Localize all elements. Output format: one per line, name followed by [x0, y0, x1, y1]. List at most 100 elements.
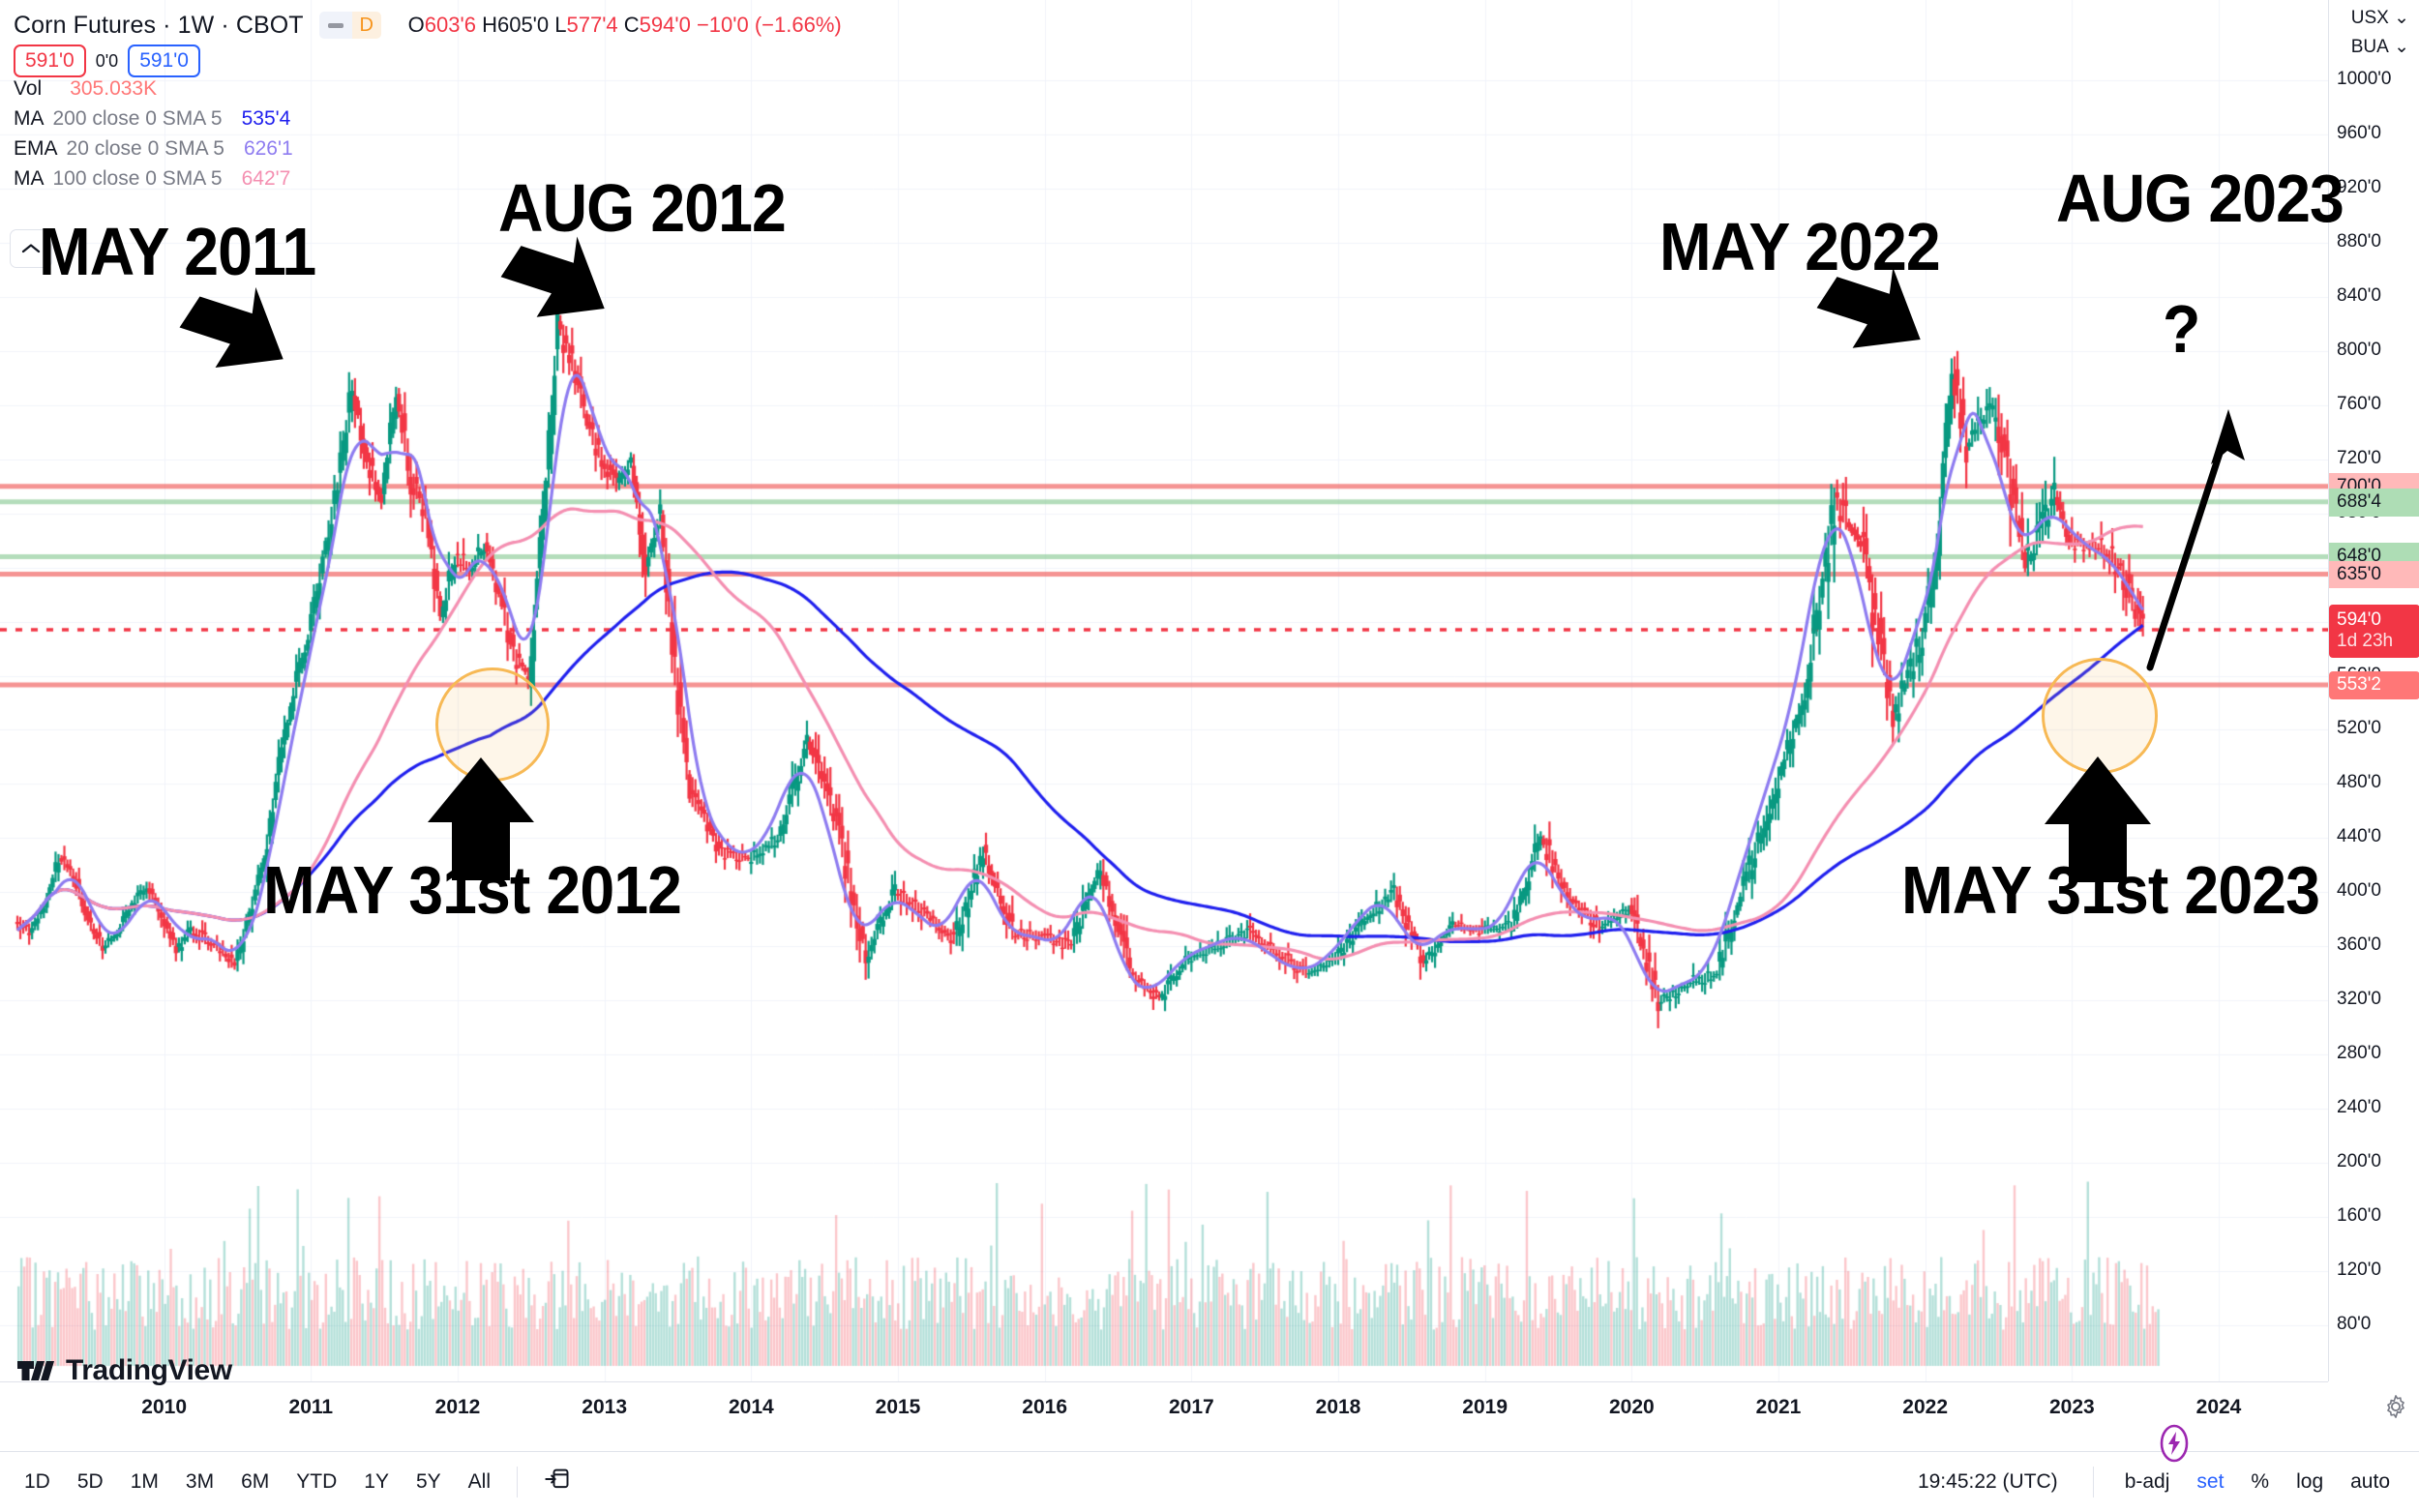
time-label: 2017: [1168, 1396, 1214, 1418]
indicator-row[interactable]: Vol 305.033K: [14, 77, 842, 107]
price-unit-label[interactable]: USX ⌄: [2350, 8, 2409, 28]
price-tick: 160'0: [2337, 1205, 2381, 1227]
time-label: 2011: [288, 1396, 334, 1418]
chart-pane[interactable]: [0, 0, 2328, 1381]
bid-pill[interactable]: 591'0: [14, 44, 86, 77]
alert-bolt-icon[interactable]: [2158, 1424, 2191, 1468]
annotation-may-2022: MAY 2022: [1659, 209, 1941, 284]
change-percent: (−1.66%): [754, 13, 842, 37]
time-label: 2012: [434, 1396, 481, 1418]
price-tick: 200'0: [2337, 1151, 2381, 1172]
scale-tools: b-adj set% log auto: [2113, 1465, 2402, 1499]
indicator-value: 305.033K: [70, 77, 158, 100]
open-value: 603'6: [424, 13, 476, 37]
price-tick: 960'0: [2337, 122, 2381, 143]
time-label: 2014: [728, 1396, 774, 1418]
price-tick: 280'0: [2337, 1043, 2381, 1064]
indicator-value: 642'7: [241, 167, 291, 190]
indicator-args: 20 close 0 SMA 5: [66, 137, 224, 160]
price-badge[interactable]: 553'2: [2329, 671, 2419, 699]
tool-button-set[interactable]: set: [2196, 1470, 2225, 1493]
highlight-circle-2023: [2042, 658, 2158, 774]
chart-settings-button[interactable]: [2382, 1393, 2409, 1425]
symbol-title[interactable]: Corn Futures · 1W · CBOT: [14, 11, 304, 39]
price-badge-countdown: 1d 23h: [2337, 631, 2394, 652]
chevron-down-icon: ⌄: [2394, 37, 2409, 57]
annotation-may-2011: MAY 2011: [39, 214, 316, 289]
range-button-5y[interactable]: 5Y: [415, 1470, 441, 1493]
annotation-may-31-2012: MAY 31st 2012: [263, 852, 682, 928]
price-badge[interactable]: 594'0 1d 23h: [2329, 604, 2419, 658]
tradingview-wordmark: TradingView: [66, 1354, 232, 1386]
price-currency-label[interactable]: BUA ⌄: [2350, 37, 2409, 57]
annotation-may-31-2023: MAY 31st 2023: [1901, 852, 2320, 928]
tool-button-auto[interactable]: auto: [2350, 1470, 2390, 1493]
time-label: 2023: [2048, 1396, 2095, 1418]
interval-letter[interactable]: D: [351, 12, 381, 39]
calendar-range-icon[interactable]: [533, 1460, 582, 1504]
change-value: −10'0: [696, 13, 749, 37]
chart-canvas[interactable]: [0, 0, 2328, 1381]
price-tick: 80'0: [2337, 1314, 2372, 1335]
price-tick: 400'0: [2337, 880, 2381, 902]
indicator-args: 100 close 0 SMA 5: [52, 167, 223, 190]
range-button-1d[interactable]: 1D: [24, 1470, 50, 1493]
price-badge-value: 594'0: [2337, 608, 2381, 630]
indicator-list: Vol 305.033K MA 200 close 0 SMA 5 535'4 EMA 20…: [14, 77, 842, 197]
tool-button-badj[interactable]: b-adj: [2124, 1470, 2170, 1493]
right-toolbar: 19:45:22 (UTC) b-adj set% log auto: [1902, 1465, 2419, 1499]
time-label: 2013: [582, 1396, 628, 1418]
ohlc-values: O603'6 H605'0 L577'4 C594'0 −10'0 (−1.66…: [408, 13, 842, 38]
range-button-5d[interactable]: 5D: [76, 1470, 104, 1493]
bottom-toolbar: 1D 5D 1M 3M 6M YTD 1Y 5Y All 19:45:22 (UTC) b-ad…: [0, 1451, 2419, 1512]
price-badge[interactable]: 688'4: [2329, 489, 2419, 517]
time-axis[interactable]: 2010 2011 2012 2013 2014 2015 2016 2017 2018 2019…: [0, 1381, 2328, 1436]
tradingview-watermark: TradingView: [17, 1354, 232, 1387]
chevron-up-icon: [21, 244, 41, 253]
price-tick: 840'0: [2337, 284, 2381, 306]
chart-legend: Corn Futures · 1W · CBOT D O603'6 H605'0…: [14, 8, 842, 197]
interval-badge[interactable]: D: [318, 12, 381, 39]
price-tick: 240'0: [2337, 1097, 2381, 1118]
time-label: 2019: [1462, 1396, 1508, 1418]
time-label: 2016: [1022, 1396, 1068, 1418]
price-tick: 800'0: [2337, 339, 2381, 360]
range-button-1y[interactable]: 1Y: [364, 1470, 389, 1493]
price-tick: 760'0: [2337, 393, 2381, 414]
range-button-3m[interactable]: 3M: [185, 1470, 215, 1493]
range-button-ytd[interactable]: YTD: [296, 1470, 338, 1493]
toolbar-divider-2: [2092, 1467, 2094, 1497]
ask-pill[interactable]: 591'0: [128, 44, 200, 77]
indicator-value: 535'4: [241, 107, 291, 130]
time-label: 2021: [1755, 1396, 1802, 1418]
low-value: 577'4: [566, 13, 618, 37]
tool-button-log[interactable]: log: [2296, 1470, 2324, 1493]
indicator-row[interactable]: EMA 20 close 0 SMA 5 626'1: [14, 137, 842, 167]
price-tick: 880'0: [2337, 230, 2381, 252]
range-button-all[interactable]: All: [467, 1470, 491, 1493]
tool-button-[interactable]: %: [2251, 1470, 2270, 1493]
bar-style-icon[interactable]: [318, 12, 352, 39]
session-clock[interactable]: 19:45:22 (UTC): [1917, 1470, 2058, 1493]
annotation-aug-2023: AUG 2023: [2056, 161, 2344, 236]
legend-collapse-button[interactable]: [10, 229, 52, 268]
time-label: 2022: [1902, 1396, 1949, 1418]
indicator-row[interactable]: MA 200 close 0 SMA 5 535'4: [14, 107, 842, 137]
price-tick: 360'0: [2337, 934, 2381, 956]
price-badge[interactable]: 635'0: [2329, 560, 2419, 588]
range-button-1m[interactable]: 1M: [130, 1470, 159, 1493]
chevron-down-icon: ⌄: [2394, 8, 2409, 28]
indicator-name: EMA: [14, 137, 58, 160]
spread-pill-row: 591'0 0'0 591'0: [14, 44, 842, 77]
range-button-6m[interactable]: 6M: [241, 1470, 270, 1493]
indicator-name: MA: [14, 107, 45, 130]
price-tick: 520'0: [2337, 718, 2381, 739]
indicator-row[interactable]: MA 100 close 0 SMA 5 642'7: [14, 167, 842, 197]
time-label: 2018: [1315, 1396, 1361, 1418]
price-axis[interactable]: USX ⌄ BUA ⌄ 1000'0 960'0 920'0 880'0 840'0 80…: [2328, 0, 2419, 1381]
time-label: 2010: [141, 1396, 188, 1418]
annotation-question-mark: ?: [2163, 291, 2200, 367]
price-tick: 1000'0: [2337, 68, 2392, 89]
gear-icon: [2387, 1395, 2404, 1418]
indicator-args: 200 close 0 SMA 5: [52, 107, 223, 130]
